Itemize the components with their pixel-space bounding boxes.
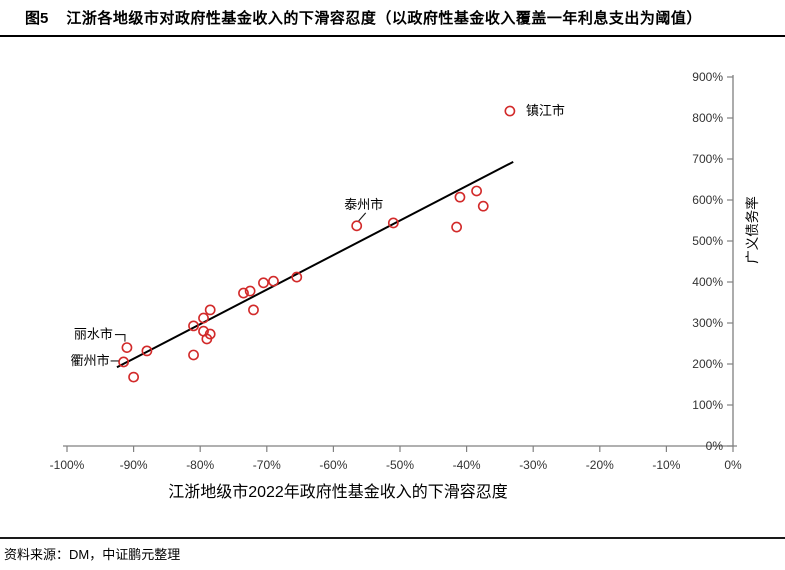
trend-line xyxy=(116,160,514,369)
city-label: 镇江市 xyxy=(526,103,565,118)
scatter-point xyxy=(121,342,133,353)
x-tick-label: -70% xyxy=(253,458,281,472)
header-divider xyxy=(0,35,785,37)
scatter-point xyxy=(128,371,139,383)
y-tick-label: 800% xyxy=(692,111,723,125)
scatter-point xyxy=(258,277,269,289)
x-tick-label: -50% xyxy=(386,458,414,472)
scatter-point xyxy=(351,220,363,232)
x-tick-label: -80% xyxy=(186,458,214,472)
scatter-point xyxy=(477,200,489,212)
scatter-point xyxy=(268,275,279,287)
city-label: 衢州市 xyxy=(71,353,110,368)
y-tick-label: 600% xyxy=(692,193,723,207)
city-label: 泰州市 xyxy=(344,197,383,212)
y-tick-label: 500% xyxy=(692,234,723,248)
figure-header: 图5 江浙各地级市对政府性基金收入的下滑容忍度（以政府性基金收入覆盖一年利息支出… xyxy=(25,7,702,28)
scatter-point xyxy=(141,345,153,357)
scatter-point xyxy=(188,349,199,361)
scatter-point xyxy=(204,304,216,316)
annotation-leader-line xyxy=(114,334,126,342)
x-tick-label: -10% xyxy=(652,458,680,472)
scatter-point xyxy=(201,333,213,345)
x-tick-label: -100% xyxy=(50,458,85,472)
y-tick-label: 300% xyxy=(692,316,723,330)
scatter-point xyxy=(198,312,209,324)
x-tick-label: -40% xyxy=(453,458,481,472)
scatter-point xyxy=(118,356,130,368)
y-axis-title: 广义债务率 xyxy=(744,196,760,264)
scatter-point xyxy=(387,217,399,229)
x-tick-label: -30% xyxy=(519,458,547,472)
city-label: 丽水市 xyxy=(74,327,113,342)
annotation-leader-line xyxy=(358,212,367,222)
y-tick-label: 900% xyxy=(692,70,723,84)
source-note: 资料来源：DM，中证鹏元整理 xyxy=(4,547,181,562)
figure-title: 江浙各地级市对政府性基金收入的下滑容忍度（以政府性基金收入覆盖一年利息支出为阈值… xyxy=(66,10,702,27)
y-tick-label: 100% xyxy=(692,398,723,412)
scatter-point xyxy=(188,320,199,332)
x-axis-title: 江浙地级市2022年政府性基金收入的下滑容忍度 xyxy=(168,483,508,501)
x-tick-label: -90% xyxy=(120,458,148,472)
scatter-point xyxy=(451,221,463,233)
scatter-point xyxy=(454,191,466,203)
footer-divider xyxy=(0,537,785,539)
x-tick-label: -20% xyxy=(586,458,614,472)
y-tick-label: 200% xyxy=(692,357,723,371)
scatter-point xyxy=(471,185,482,197)
y-tick-label: 700% xyxy=(692,152,723,166)
scatter-point xyxy=(504,105,516,117)
scatter-point xyxy=(291,271,303,283)
x-tick-label: 0% xyxy=(724,458,742,472)
y-tick-label: 400% xyxy=(692,275,723,289)
scatter-point xyxy=(244,285,256,297)
scatter-chart: -100% -90% -80% -70% -60% -50% -40% -30% -20% -10… xyxy=(50,70,760,501)
scatter-point xyxy=(248,304,259,316)
y-tick-label: 0% xyxy=(706,439,724,453)
x-tick-label: -60% xyxy=(319,458,347,472)
scatter-point xyxy=(238,287,249,299)
figure-label: 图5 xyxy=(25,10,49,27)
